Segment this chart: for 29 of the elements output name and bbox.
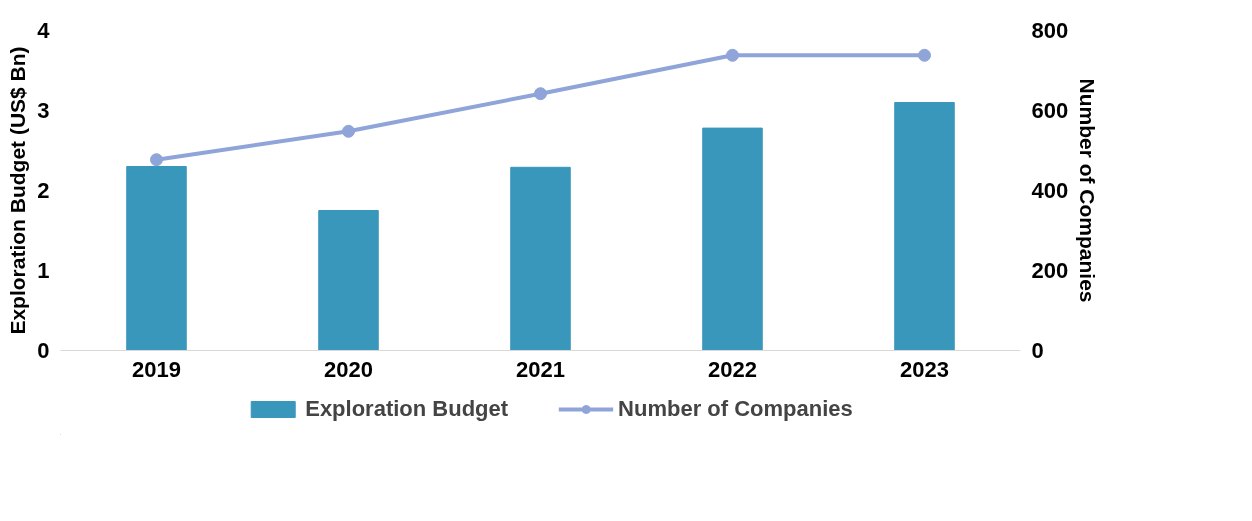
x-tick-label: 2021 [516, 356, 565, 382]
y-tick-label: 4 [37, 18, 51, 43]
y2-tick-label: 600 [1031, 98, 1069, 123]
point [726, 48, 739, 62]
bar [702, 127, 763, 351]
bar [894, 102, 955, 351]
x-tick-label: 2022 [708, 356, 757, 382]
x-tick-label: 2020 [324, 356, 373, 382]
y2-tick-label: 800 [1031, 18, 1069, 43]
bar [318, 210, 379, 351]
y-tick-label: 3 [37, 98, 50, 123]
legend-label: Number of Companies [618, 396, 853, 422]
y2-tick-label: 0 [1031, 338, 1044, 363]
point [342, 124, 355, 138]
legend-label: Exploration Budget [305, 396, 509, 422]
y2-axis-title: Number of Companies [1076, 78, 1100, 303]
y-tick-label: 0 [37, 338, 50, 363]
y-tick-label: 2 [37, 178, 50, 203]
y2-tick-label: 200 [1031, 258, 1069, 283]
bar [126, 166, 187, 351]
bar [510, 166, 571, 351]
point [918, 48, 931, 62]
y2-tick-label: 400 [1031, 178, 1069, 203]
x-tick-label: 2019 [132, 356, 181, 382]
y-axis-title: Exploration Budget (US$ Bn) [6, 46, 30, 335]
point [534, 87, 547, 101]
x-tick-label: 2023 [900, 356, 949, 382]
y-tick-label: 1 [37, 258, 50, 283]
point [150, 153, 163, 167]
